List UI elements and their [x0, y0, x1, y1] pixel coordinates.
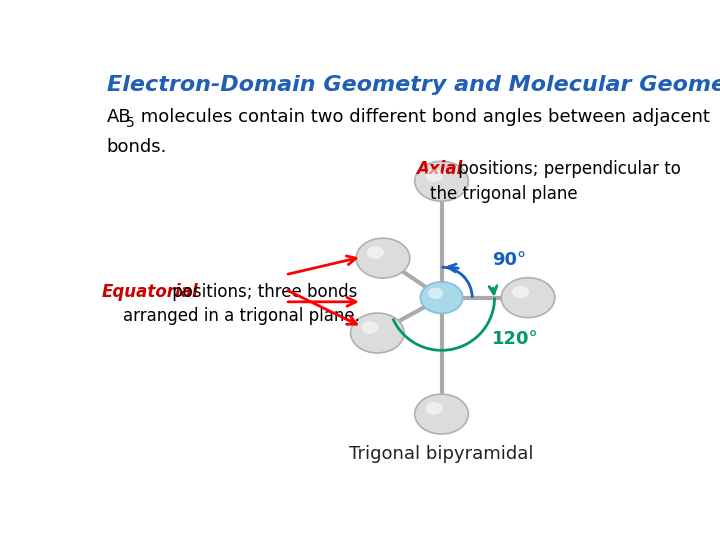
Text: Trigonal bipyramidal: Trigonal bipyramidal — [349, 444, 534, 463]
Circle shape — [367, 246, 384, 259]
Text: arranged in a trigonal plane.: arranged in a trigonal plane. — [124, 307, 360, 325]
Circle shape — [415, 394, 468, 434]
Text: Axial: Axial — [416, 160, 463, 178]
Circle shape — [426, 169, 443, 182]
Circle shape — [420, 282, 463, 313]
Text: 5: 5 — [126, 116, 135, 130]
Text: 90°: 90° — [492, 251, 526, 269]
Text: positions; three bonds: positions; three bonds — [167, 283, 357, 301]
Text: positions; perpendicular to: positions; perpendicular to — [453, 160, 680, 178]
Text: bonds.: bonds. — [107, 138, 167, 157]
Text: molecules contain two different bond angles between adjacent: molecules contain two different bond ang… — [135, 109, 709, 126]
Text: 120°: 120° — [492, 330, 539, 348]
Circle shape — [501, 278, 555, 318]
FancyArrowPatch shape — [288, 291, 356, 324]
Text: AB: AB — [107, 109, 131, 126]
Circle shape — [351, 313, 404, 353]
Circle shape — [512, 286, 529, 299]
Text: Electron-Domain Geometry and Molecular Geometry: Electron-Domain Geometry and Molecular G… — [107, 75, 720, 95]
FancyArrowPatch shape — [288, 298, 356, 306]
Circle shape — [356, 238, 410, 278]
Text: the trigonal plane: the trigonal plane — [431, 185, 578, 202]
Circle shape — [415, 161, 468, 201]
Circle shape — [361, 321, 379, 334]
Text: Equatorial: Equatorial — [101, 283, 198, 301]
Circle shape — [428, 288, 443, 299]
FancyArrowPatch shape — [288, 256, 356, 274]
Circle shape — [426, 402, 443, 415]
